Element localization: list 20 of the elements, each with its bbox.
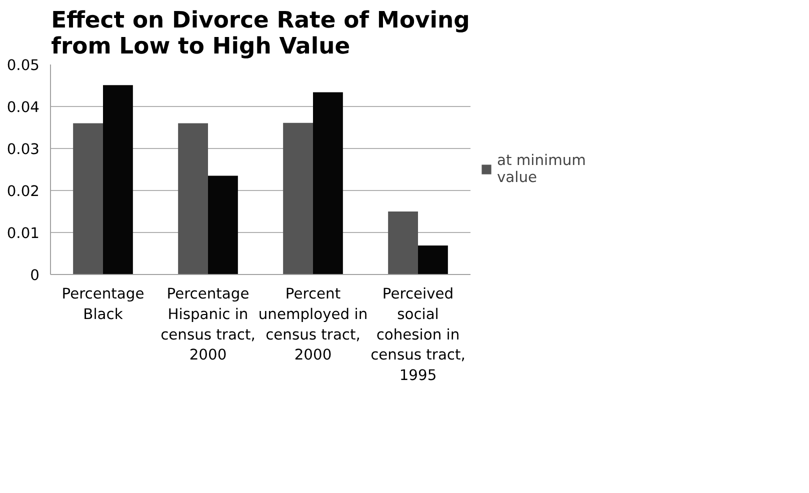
bar	[283, 122, 313, 274]
x-tick-label: Percentage Hispanic in census tract, 2000	[160, 286, 256, 364]
x-tick-label: Percentage Black	[62, 286, 144, 323]
y-tick-label: 0	[30, 267, 40, 284]
y-tick-label: 0.05	[6, 57, 40, 74]
bar	[313, 92, 343, 274]
bar	[418, 246, 448, 274]
bar	[178, 123, 208, 274]
y-tick-label: 0.02	[6, 183, 40, 200]
bar	[103, 85, 133, 274]
bar	[73, 123, 103, 274]
bar	[208, 176, 238, 274]
y-tick-label: 0.03	[6, 141, 40, 158]
x-tick-label: Percent unemployed in census tract, 2000	[258, 286, 368, 364]
legend-label: at minimum value	[497, 152, 586, 186]
y-tick-label: 0.04	[6, 99, 40, 116]
y-tick-label: 0.01	[6, 225, 40, 242]
chart-title: Effect on Divorce Rate of Moving from Low to High Value	[51, 8, 470, 60]
bar	[388, 212, 418, 274]
x-tick-label: Perceived social cohesion in census tract, 1995	[370, 286, 466, 384]
